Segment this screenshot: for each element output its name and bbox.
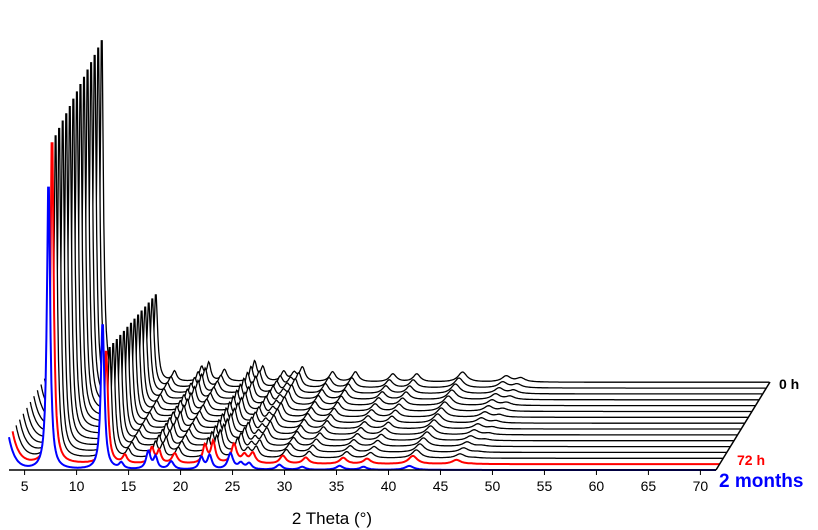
- series-label-72h: 72 h: [737, 452, 765, 468]
- series-mask: [55, 55, 763, 394]
- series-line: [36, 91, 745, 424]
- series-line: [50, 62, 759, 401]
- series-layer: [8, 40, 770, 471]
- series-line: [47, 69, 755, 407]
- x-tick-label: 5: [21, 478, 29, 494]
- x-tick-label: 45: [433, 478, 449, 494]
- x-tick-label: 15: [121, 478, 137, 494]
- series-line: [43, 76, 752, 413]
- depth-axis-line: [715, 381, 771, 471]
- x-axis-title: 2 Theta (°): [292, 509, 372, 528]
- x-tick-label: 70: [693, 478, 709, 494]
- x-tick-label: 10: [69, 478, 85, 494]
- x-tick-label: 40: [381, 478, 397, 494]
- series-mask: [62, 40, 770, 383]
- series-line: [54, 54, 763, 395]
- series-label-2months: 2 months: [719, 471, 803, 492]
- series-line: [15, 135, 724, 459]
- x-tick-label: 30: [277, 478, 293, 494]
- x-tick-label: 65: [641, 478, 657, 494]
- x-tick-label: 25: [225, 478, 241, 494]
- x-tick-label: 20: [173, 478, 189, 494]
- x-tick-label: 60: [589, 478, 605, 494]
- series-line: [26, 113, 734, 442]
- x-tick-label: 35: [329, 478, 345, 494]
- series-line: [18, 127, 727, 454]
- series-label-0h: 0 h: [779, 376, 799, 392]
- series-line: [58, 47, 766, 389]
- series-line-0h: [61, 40, 770, 383]
- series-line-72h: [11, 142, 720, 466]
- x-tick-label: 55: [537, 478, 553, 494]
- series-line: [33, 98, 741, 430]
- x-tick-label: 50: [485, 478, 501, 494]
- series-line: [40, 84, 748, 418]
- series-line: [22, 120, 731, 448]
- series-line: [29, 105, 738, 436]
- x-axis: 5 10 15 20 25 30 35 40 45 50 55 60 65 70: [9, 381, 771, 494]
- series-mask: [58, 48, 766, 389]
- x-ticks: 5 10 15 20 25 30 35 40 45 50 55 60 65 70: [21, 470, 709, 494]
